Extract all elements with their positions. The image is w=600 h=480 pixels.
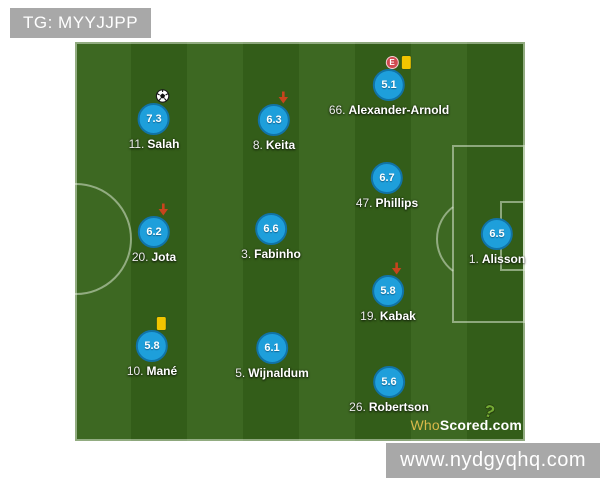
player-shirt-number: 1. xyxy=(468,252,479,266)
player-surname: Keita xyxy=(265,138,296,152)
player-rating: 5.8 xyxy=(144,340,160,352)
player[interactable]: 5.8 19. Kabak xyxy=(360,260,416,322)
player-rating: 6.1 xyxy=(264,342,280,354)
whoscored-logo-com: com xyxy=(492,417,522,433)
player-rating: 5.6 xyxy=(381,376,397,388)
player-rating-circle[interactable]: 6.6 xyxy=(255,213,287,245)
player[interactable]: 5.8 10. Mané xyxy=(127,315,177,377)
player-rating-circle[interactable]: 5.8 xyxy=(372,275,404,307)
player[interactable]: 6.2 20. Jota xyxy=(132,201,176,263)
player-status-icons xyxy=(392,260,403,275)
player-name: 10. Mané xyxy=(127,365,177,377)
player-rating: 6.7 xyxy=(379,172,395,184)
player-rating-circle[interactable]: 6.2 xyxy=(138,216,170,248)
player-rating-circle[interactable]: 6.5 xyxy=(480,218,513,250)
player-name: 26. Robertson xyxy=(349,401,429,413)
player[interactable]: 6.3 8. Keita xyxy=(253,89,295,151)
player-rating-circle[interactable]: 6.3 xyxy=(257,104,290,136)
player[interactable]: E 5.1 66. Alexander-Arnold xyxy=(329,54,449,116)
player[interactable]: 6.1 5. Wijnaldum xyxy=(235,317,309,379)
player-name: 5. Wijnaldum xyxy=(235,367,309,379)
whoscored-logo-who: Who xyxy=(410,417,440,433)
player-shirt-number: 8. xyxy=(252,138,263,152)
player-rating: 6.6 xyxy=(263,223,279,235)
yellow-card-icon xyxy=(401,56,411,69)
sub-off-arrow-icon xyxy=(277,91,288,104)
whoscored-logo[interactable]: WhoScored.? com xyxy=(410,401,522,433)
bottom-right-watermark-label: www.nydgyqhq.com xyxy=(386,443,600,478)
player-surname: Fabinho xyxy=(254,247,301,261)
player-shirt-number: 19. xyxy=(360,309,377,323)
player-surname: Mané xyxy=(146,364,178,378)
player-status-icons: E xyxy=(385,54,411,69)
player-name: 19. Kabak xyxy=(360,310,416,322)
sub-off-arrow-icon xyxy=(158,203,169,216)
player[interactable]: 6.5 1. Alisson xyxy=(469,203,525,265)
player-surname: Robertson xyxy=(368,400,429,414)
player-rating: 6.3 xyxy=(266,114,282,126)
error-icon: E xyxy=(385,56,399,69)
player-rating-circle[interactable]: 6.1 xyxy=(255,332,288,364)
player-surname: Phillips xyxy=(375,196,419,210)
player-name: 8. Keita xyxy=(253,139,295,151)
sub-off-arrow-icon xyxy=(392,262,403,275)
goal-ball-icon xyxy=(156,89,170,103)
player-status-icons xyxy=(158,201,169,216)
player-rating-circle[interactable]: 5.1 xyxy=(373,69,405,101)
player-surname: Kabak xyxy=(379,309,416,323)
center-circle xyxy=(75,183,132,295)
player-rating-circle[interactable]: 5.6 xyxy=(373,366,405,398)
player-surname: Wijnaldum xyxy=(248,366,309,380)
player-name: 1. Alisson xyxy=(469,253,525,265)
player-surname: Salah xyxy=(147,137,180,151)
whoscored-logo-dot: .? xyxy=(481,401,497,433)
whoscored-logo-scored: Scored xyxy=(439,417,489,433)
player-rating-circle[interactable]: 6.7 xyxy=(371,162,403,194)
player-status-icons xyxy=(277,89,288,104)
player-rating: 6.5 xyxy=(489,228,505,240)
player-rating: 5.8 xyxy=(380,285,396,297)
player-shirt-number: 20. xyxy=(131,250,149,264)
player-name: 66. Alexander-Arnold xyxy=(329,104,449,116)
player[interactable]: 6.6 3. Fabinho xyxy=(241,198,301,260)
player-name: 20. Jota xyxy=(132,251,176,263)
player-shirt-number: 11. xyxy=(128,137,145,151)
player-shirt-number: 3. xyxy=(241,247,252,261)
player-shirt-number: 66. xyxy=(328,103,346,117)
player-shirt-number: 10. xyxy=(126,364,144,378)
player-shirt-number: 5. xyxy=(235,366,246,380)
player-shirt-number: 47. xyxy=(355,196,373,210)
yellow-card-icon xyxy=(156,317,166,330)
penalty-arc xyxy=(436,206,454,272)
player-name: 3. Fabinho xyxy=(241,248,301,260)
player-rating: 5.1 xyxy=(381,79,397,91)
player-status-icons xyxy=(156,88,170,103)
player-surname: Jota xyxy=(151,250,177,264)
player[interactable]: 5.6 26. Robertson xyxy=(349,351,429,413)
player-name: 47. Phillips xyxy=(356,197,418,209)
player-rating-circle[interactable]: 5.8 xyxy=(136,330,168,362)
player-surname: Alisson xyxy=(481,252,526,266)
player[interactable]: 6.7 47. Phillips xyxy=(356,147,418,209)
player-name: 11. Salah xyxy=(129,138,180,150)
player-shirt-number: 26. xyxy=(349,400,366,414)
top-left-watermark-label: TG: MYYJJPP xyxy=(10,8,152,38)
player-rating-circle[interactable]: 7.3 xyxy=(138,103,170,135)
player-rating: 6.2 xyxy=(146,226,162,238)
player-rating: 7.3 xyxy=(146,113,162,125)
player[interactable]: 7.3 11. Salah xyxy=(129,88,180,150)
player-status-icons xyxy=(156,315,166,330)
player-surname: Alexander-Arnold xyxy=(348,103,450,117)
